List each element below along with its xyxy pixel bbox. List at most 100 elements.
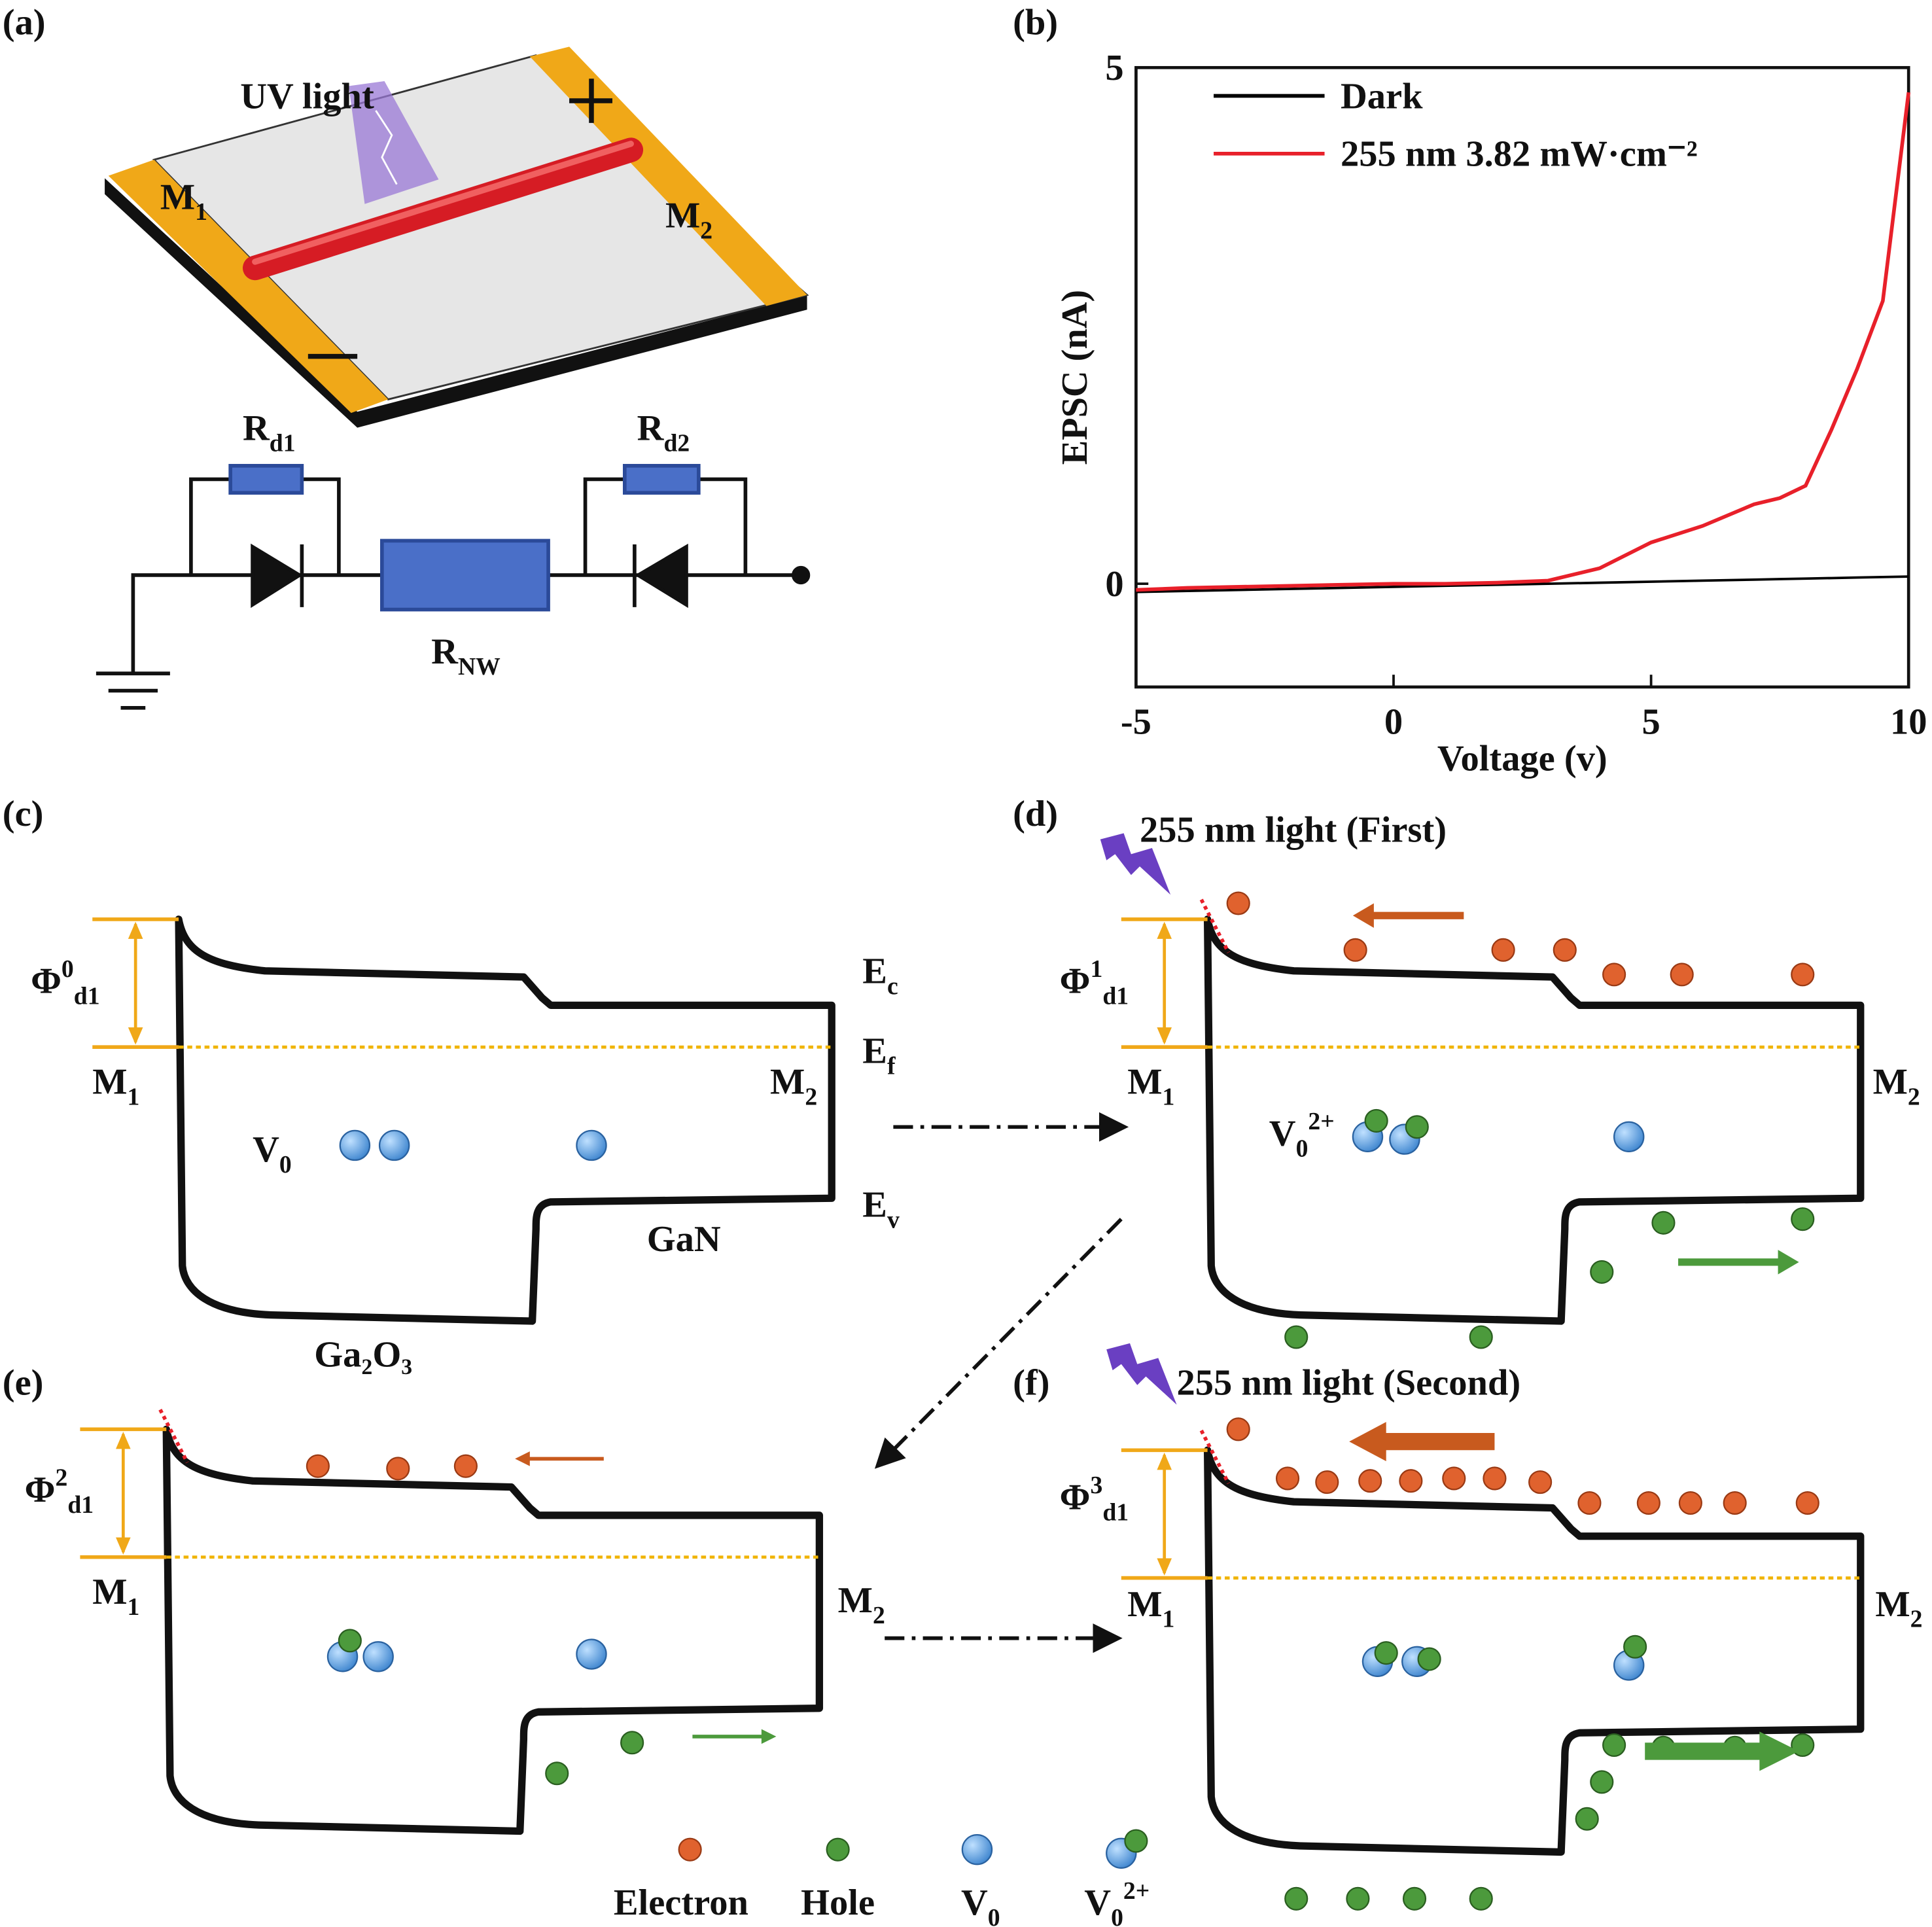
- y-tick-label: 5: [1105, 48, 1123, 88]
- label: Electron: [614, 1883, 748, 1923]
- label: M2: [665, 196, 712, 245]
- hole: [1651, 1211, 1676, 1235]
- hole: [1590, 1260, 1614, 1284]
- label: M1: [1127, 1584, 1174, 1633]
- label-text: 255 nm light (First): [1140, 810, 1447, 851]
- label-sub: NW: [458, 653, 501, 681]
- label-text: E: [862, 1184, 887, 1225]
- electron: [1577, 1491, 1602, 1515]
- label-text: V: [253, 1129, 279, 1170]
- electron: [1723, 1491, 1747, 1515]
- label-text: M: [92, 1062, 127, 1103]
- label: GaN: [647, 1219, 721, 1260]
- barrier-lowering: [1199, 898, 1231, 953]
- legend-label: 255 nm 3.82 mW·cm⁻²: [1341, 134, 1698, 175]
- label: M2: [838, 1580, 885, 1629]
- electron: [1553, 938, 1577, 962]
- electron: [1226, 1417, 1250, 1441]
- label-sub: 2: [1910, 1606, 1923, 1633]
- hole: [1346, 1886, 1370, 1911]
- band-diagram: [1121, 1429, 1865, 1856]
- hole: [1364, 1108, 1388, 1133]
- label-sub: v: [887, 1206, 900, 1233]
- x-axis-label: Voltage (v): [1437, 739, 1607, 779]
- vacancy: [1613, 1121, 1645, 1152]
- y-axis-label: EPSC (nA): [1055, 290, 1095, 465]
- label-sub: 1: [1163, 1606, 1175, 1633]
- label-text: GaN: [647, 1219, 721, 1260]
- label-sub: d1: [1102, 1498, 1129, 1526]
- x-tick-label: 0: [1384, 701, 1403, 742]
- barrier-lowering: [158, 1408, 189, 1464]
- label-text: M: [92, 1572, 127, 1612]
- label-text: 255 nm light (Second): [1177, 1363, 1521, 1404]
- label: V02+: [1269, 1108, 1335, 1162]
- label-text: E: [862, 951, 887, 992]
- vacancy: [576, 1638, 607, 1670]
- electron: [1275, 1466, 1300, 1491]
- label-text: M: [1127, 1584, 1162, 1625]
- label-text: M: [160, 177, 195, 217]
- label: Φ1d1: [1060, 955, 1129, 1010]
- panel-label: (b): [1013, 3, 1058, 43]
- hole: [1374, 1641, 1398, 1665]
- panel-label: (c): [3, 794, 44, 834]
- band-diagram: [92, 915, 835, 1325]
- label-sup: 1: [1090, 955, 1102, 983]
- electron: [1795, 1491, 1819, 1515]
- electron: [678, 1837, 702, 1862]
- label-text: Ga₂O₃: [314, 1335, 412, 1375]
- electron: [1602, 963, 1626, 987]
- label: M1: [92, 1062, 139, 1111]
- label-text: M: [1873, 1062, 1908, 1103]
- x-tick-label: -5: [1121, 701, 1151, 742]
- hole: [1469, 1886, 1493, 1911]
- label-sub: 1: [195, 198, 207, 226]
- label-text: M: [665, 196, 700, 236]
- label-text: Electron: [614, 1883, 748, 1923]
- vacancy: [378, 1129, 410, 1161]
- band-edge: [162, 1425, 824, 1835]
- hole: [1284, 1325, 1308, 1349]
- label: UV light: [240, 76, 374, 116]
- x-tick-label: 10: [1890, 701, 1927, 742]
- electron: [1791, 963, 1815, 987]
- electron: [1670, 963, 1694, 987]
- series-line: [1136, 575, 1909, 593]
- hole: [1575, 1807, 1599, 1831]
- electron: [1483, 1466, 1507, 1491]
- hole: [338, 1629, 362, 1653]
- label-text: V: [1084, 1883, 1111, 1923]
- label: Rd1: [243, 408, 296, 457]
- chart: -5 0 5 10 0 5 Voltage (v) EPSC (nA) Dark 255 nm 3…: [1055, 48, 1927, 779]
- label: Φ2d1: [25, 1464, 94, 1519]
- vacancy: [576, 1129, 607, 1161]
- arrow-head: [116, 1537, 131, 1555]
- label-sub: 0: [279, 1151, 292, 1178]
- hole: [620, 1731, 644, 1755]
- label-text: E: [862, 1031, 887, 1072]
- arrow-head: [128, 921, 143, 939]
- panel-label: (a): [3, 3, 46, 43]
- hole: [1623, 1635, 1647, 1659]
- label: V0: [253, 1129, 292, 1178]
- label: Hole: [801, 1883, 875, 1923]
- barrier-lowering: [1199, 1429, 1231, 1485]
- plot-frame: [1134, 65, 1910, 689]
- electron: [1678, 1491, 1702, 1515]
- label: M1: [1127, 1062, 1174, 1111]
- label-text: R: [637, 408, 665, 448]
- label: Ec: [862, 951, 898, 1000]
- label-text: Hole: [801, 1883, 875, 1923]
- label-text: Φ: [1060, 961, 1091, 1002]
- label-text: V: [961, 1883, 988, 1923]
- label: M2: [1875, 1584, 1922, 1633]
- hole: [1602, 1733, 1626, 1758]
- legend-label: Dark: [1341, 76, 1423, 116]
- label-sub: 0: [1111, 1904, 1123, 1927]
- arrow-head: [128, 1027, 143, 1045]
- electron: [306, 1454, 330, 1478]
- label: Φ3d1: [1060, 1472, 1129, 1526]
- label-sub: d1: [67, 1491, 94, 1519]
